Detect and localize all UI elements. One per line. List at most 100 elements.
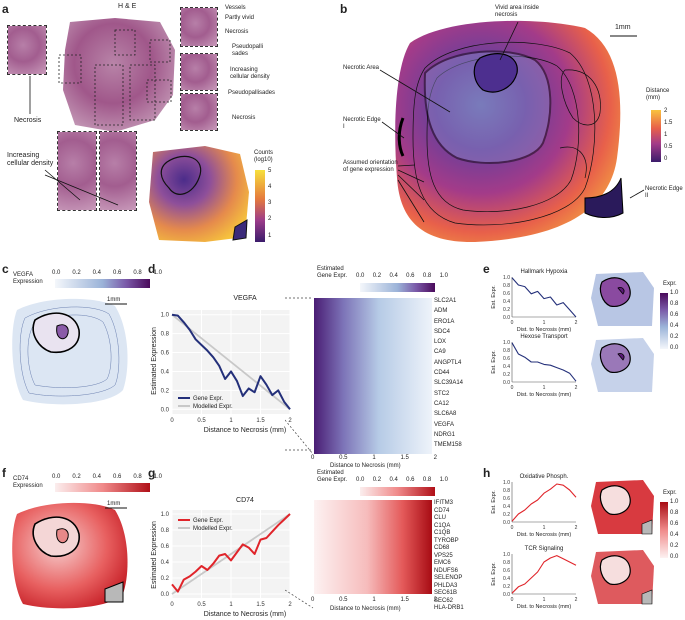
counts-tick-4: 4 (268, 184, 272, 190)
g-gene: SEC61B (434, 590, 458, 596)
cd74-tick: 0.2 (72, 474, 81, 480)
e-tick: 1.0 (670, 290, 679, 296)
x-tick-label: 1 (543, 597, 546, 603)
ann-necrotic-area: Necrotic Area (343, 65, 380, 71)
d-gene: LOX (434, 339, 447, 346)
g-heat-xtick: 1 (372, 597, 376, 603)
d-heat-tick: 1.0 (439, 273, 448, 279)
he-inset-right-1 (180, 7, 218, 47)
y-tick-label: 0.6 (503, 568, 510, 574)
g-gene: CD68 (434, 545, 450, 551)
d-heatmap-colorbar (360, 283, 435, 292)
ann-necrotic-edge-2: Necrotic Edge II (645, 186, 683, 199)
he-inset-right-2 (180, 53, 218, 91)
label-cell-density-left: Increasing cellular density (7, 152, 54, 167)
g-heatmap-xticks: 0 0.5 1 1.5 2 (311, 597, 437, 604)
x-tick-label: 0 (170, 418, 174, 424)
x-tick-label: 2 (288, 602, 292, 608)
cd74-spatial-map (12, 502, 128, 609)
x-tick-label: 2 (575, 385, 578, 391)
y-tick-label: 0.6 (503, 356, 510, 362)
d-gene: TMEM158 (434, 442, 462, 449)
e-hexose-chart: Hexose Transport 0.0 0.2 0.4 0.6 0.8 1.0 0 1 2Dis… (491, 334, 578, 398)
h-tick: 0.2 (670, 543, 679, 549)
ann-necrosis-top: Necrosis (225, 29, 249, 35)
distance-tick-1: 1 (664, 132, 668, 138)
h-tick: 0.6 (670, 521, 679, 527)
distance-tick-0: 0 (664, 156, 668, 162)
y-tick-label: 1.0 (503, 275, 510, 281)
ann-vivid-area: Vivid area inside necrosis (495, 5, 539, 18)
g-gene: IFITM3 (434, 500, 453, 506)
x-tick-label: 1.5 (256, 418, 265, 424)
y-tick-label: 0.2 (161, 576, 170, 582)
cd74-tick: 0.8 (133, 474, 142, 480)
y-tick-label: 1.0 (503, 340, 510, 346)
distance-tick-2: 2 (664, 108, 668, 114)
h-legend-title: Expr. (663, 490, 677, 496)
series-line-gene-expr- (171, 513, 291, 593)
vegfa-tick: 0.8 (133, 270, 142, 276)
g-title: CD74 (236, 497, 254, 504)
y-tick-label: 0.8 (503, 348, 510, 354)
series-line (511, 277, 577, 318)
g-gene: C1QA (434, 522, 451, 529)
counts-tick-1: 1 (268, 233, 272, 239)
x-tick-label: 2 (575, 597, 578, 603)
x-tick-label: 1 (543, 385, 546, 391)
x-tick-label: 1.5 (256, 602, 265, 608)
g-heatmap (314, 500, 432, 594)
ann-necrosis-bottom: Necrosis (232, 115, 256, 121)
y-tick-label: 0.8 (503, 488, 510, 494)
x-tick-label: 2 (288, 418, 292, 424)
y-tick-label: 0.2 (503, 372, 510, 378)
d-series: Gene Expr. Modelled Expr. (171, 313, 291, 410)
h-tcr-map (591, 550, 654, 605)
small-chart-title: Oxidative Phosph. (520, 474, 569, 480)
he-title: H & E (118, 3, 137, 10)
label-necrosis-left: Necrosis (14, 117, 42, 124)
x-axis-label: Dist. to Necrosis (mm) (517, 532, 572, 538)
h-tick: 0.4 (670, 532, 679, 538)
y-tick-label: 0.0 (161, 407, 170, 413)
counts-tick-5: 5 (268, 168, 272, 174)
d-gene: CD44 (434, 370, 450, 377)
he-inset-necrosis (7, 25, 47, 75)
vegfa-colorbar (55, 279, 150, 288)
ann-pseudopallisades-1: Pseudopalli sades (232, 44, 264, 57)
vegfa-spatial-map (12, 298, 128, 405)
d-ylabel: Estimated Expression (151, 327, 158, 395)
d-heatmap-xlabel: Distance to Necrosis (mm) (330, 463, 401, 469)
y-tick-label: 0.2 (161, 388, 170, 394)
cd74-tick: 0.6 (112, 474, 122, 480)
e-legend-title: Expr. (663, 281, 677, 287)
x-tick-label: 1 (229, 602, 233, 608)
g-ylabel: Estimated Expression (151, 521, 158, 589)
d-heat-xtick: 1.5 (400, 455, 409, 461)
g-gene: PHLDA3 (434, 582, 458, 589)
panel-b-arrows (379, 21, 645, 223)
d-gene: NDRG1 (434, 431, 456, 438)
y-tick-label: 0.4 (503, 364, 510, 370)
h-oxphos-map (591, 480, 654, 535)
h-oxphos-chart: Oxidative Phosph. 0.0 0.2 0.4 0.6 0.8 1.0 0 1 2Di… (491, 474, 578, 538)
x-tick-label: 1 (229, 418, 233, 424)
y-tick-label: 0.8 (503, 283, 510, 289)
y-tick-label: 0.2 (503, 307, 510, 313)
d-gene: CA9 (434, 349, 446, 356)
d-gene: STC2 (434, 390, 450, 397)
vegfa-tick: 0.4 (92, 270, 101, 276)
d-heatmap-ticks: 0.0 0.2 0.4 0.6 0.8 1.0 (356, 273, 448, 280)
vegfa-ticks: 0.0 0.2 0.4 0.6 0.8 1.0 (52, 270, 162, 277)
g-xlabel: Distance to Necrosis (mm) (204, 611, 286, 618)
d-heat-xtick: 0 (311, 455, 315, 461)
g-series: Gene Expr. Modelled Expr. (171, 513, 291, 595)
g-heat-tick: 0.8 (422, 477, 432, 483)
cd74-line-chart: CD74 0.0 0.2 0.4 0.6 0.8 1.0 0 0.5 1 1.5 2 Gene Ex… (151, 497, 292, 618)
d-gene: SLC2A1 (434, 298, 457, 304)
e-hypoxia-chart: Hallmark Hypoxia 0.0 0.2 0.4 0.6 0.8 1.0 0 1 2Dis… (491, 269, 578, 333)
g-heat-tick: 0.4 (389, 477, 398, 483)
d-gene-list: SLC2A1 ADM ERO1A SDC4 LOX CA9 ANGPTL4 CD… (434, 298, 463, 452)
y-axis-label: Est. Expr. (491, 490, 497, 514)
g-heat-xtick: 0 (311, 597, 315, 603)
